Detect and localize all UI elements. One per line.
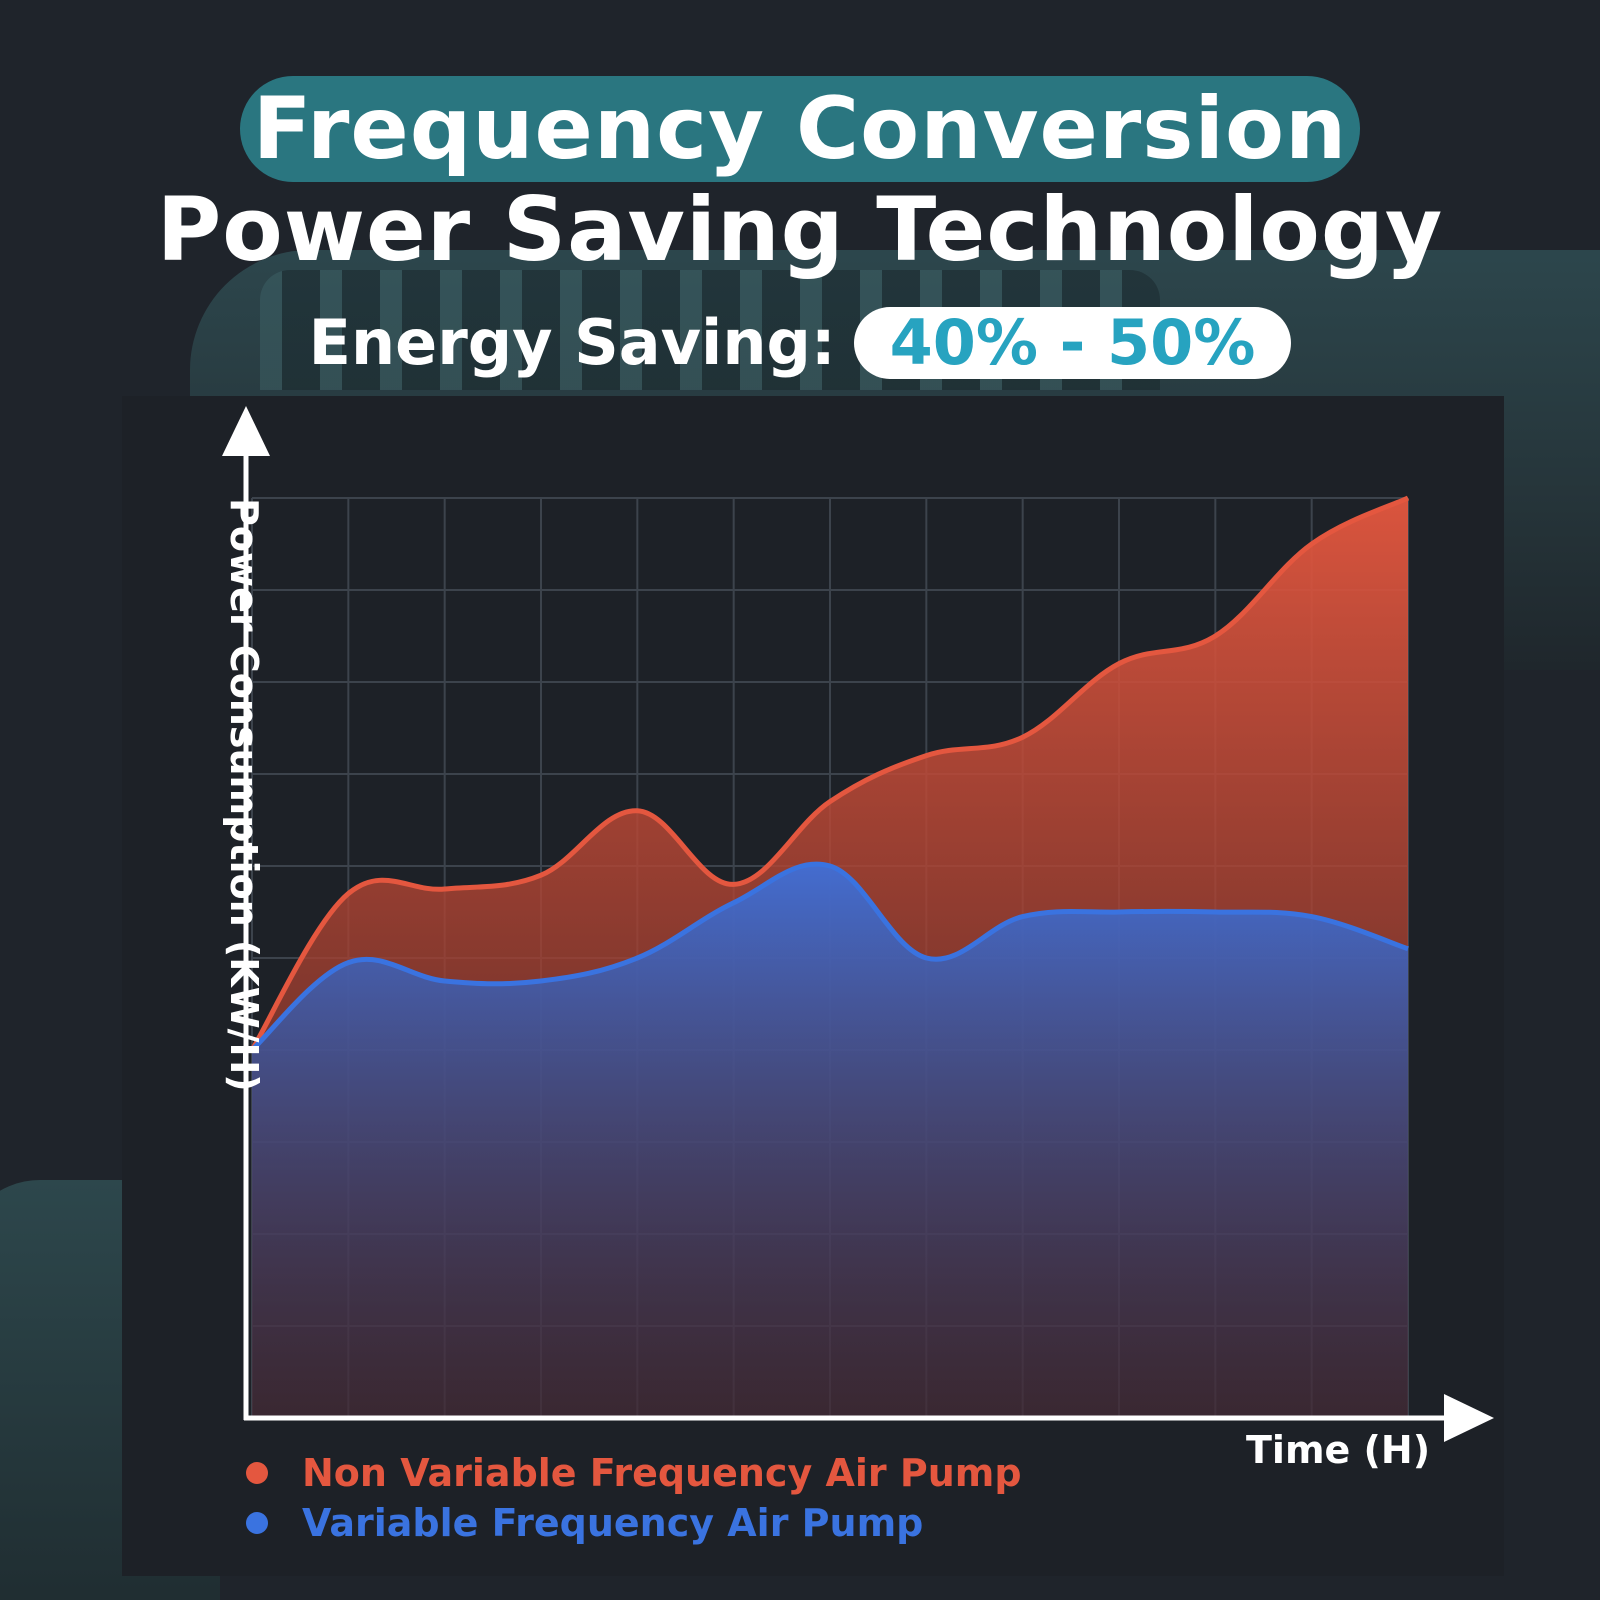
series-non-variable-line (249, 495, 1410, 1052)
series-0-point-6 (829, 801, 831, 803)
x-axis-arrow-icon (1444, 1394, 1494, 1442)
series-1-point-6 (829, 865, 831, 867)
series-1-point-8 (1022, 916, 1024, 918)
series-0-point-5 (733, 883, 735, 885)
series-0-point-12 (1407, 497, 1409, 499)
legend-dot-icon (246, 1462, 268, 1484)
series-variable-line (250, 861, 1409, 1052)
series-0-point-10 (1214, 635, 1216, 637)
series-0-point-8 (1022, 736, 1024, 738)
series-1-point-12 (1407, 948, 1409, 950)
energy-saving-row: Energy Saving: 40% - 50% (0, 306, 1600, 379)
legend-item-variable: Variable Frequency Air Pump (246, 1498, 1022, 1548)
series-1-point-4 (636, 957, 638, 959)
series-0-point-11 (1311, 543, 1313, 545)
y-axis-arrow-icon (222, 406, 270, 456)
legend-label-non-variable: Non Variable Frequency Air Pump (302, 1451, 1022, 1495)
series-0-point-3 (540, 874, 542, 876)
energy-saving-value: 40% - 50% (853, 306, 1292, 379)
series-0-point-1 (347, 893, 349, 895)
chart-legend: Non Variable Frequency Air Pump Variable… (246, 1448, 1022, 1548)
series-1-point-11 (1311, 916, 1313, 918)
legend-item-non-variable: Non Variable Frequency Air Pump (246, 1448, 1022, 1498)
series-1-point-7 (925, 957, 927, 959)
y-axis-label: Power Consumption (KW/H) (222, 498, 266, 1092)
series-0-point-4 (636, 810, 638, 812)
series-1-point-2 (444, 980, 446, 982)
page-title: Frequency Conversion (240, 76, 1360, 182)
series-variable-area (252, 864, 1408, 1418)
page-subtitle: Power Saving Technology (156, 178, 1444, 281)
energy-saving-label: Energy Saving: (308, 306, 836, 379)
series-0-point-9 (1118, 663, 1120, 665)
series-1-point-3 (540, 980, 542, 982)
series-1-point-10 (1214, 911, 1216, 913)
series-1-point-9 (1118, 911, 1120, 913)
x-axis-label: Time (H) (1246, 1428, 1431, 1472)
legend-dot-icon (246, 1512, 268, 1534)
legend-label-variable: Variable Frequency Air Pump (302, 1501, 924, 1545)
title-text: Frequency Conversion (252, 79, 1348, 179)
series-1-point-5 (733, 902, 735, 904)
series-0-point-7 (925, 755, 927, 757)
series-1-point-1 (347, 962, 349, 964)
series-0-point-2 (444, 888, 446, 890)
